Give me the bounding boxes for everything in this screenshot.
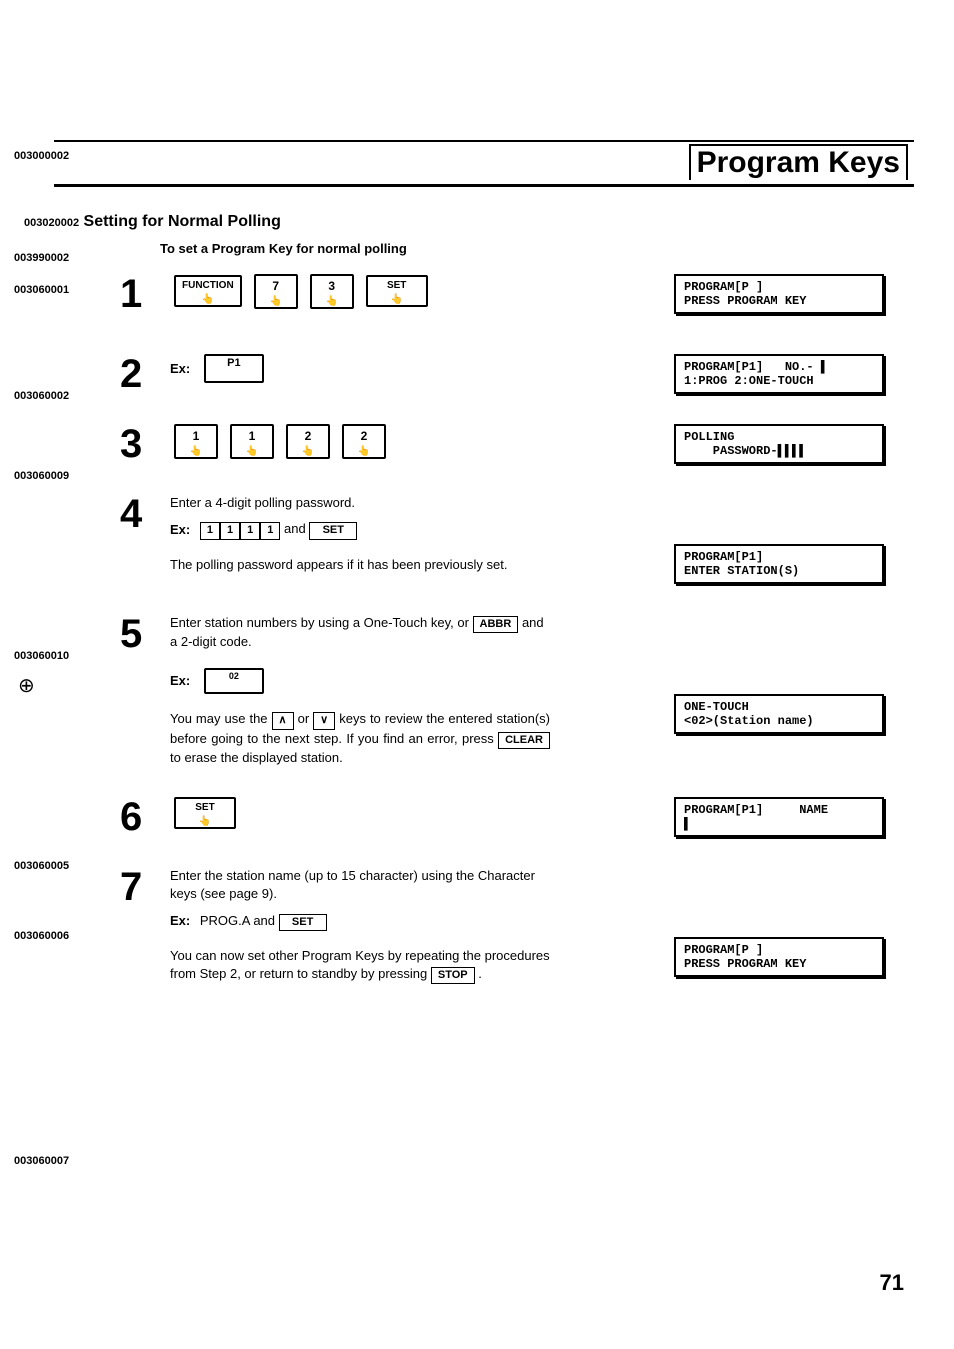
press-icon: 👆 bbox=[246, 447, 258, 457]
step-text: The polling password appears if it has b… bbox=[170, 556, 654, 574]
lcd-display: PROGRAM[P1] NAME ▌ bbox=[674, 797, 884, 837]
lcd-display: POLLING PASSWORD-▌▌▌▌ bbox=[674, 424, 884, 464]
step-text: Enter a 4-digit polling password. bbox=[170, 494, 654, 512]
page-title-frame: Program Keys bbox=[54, 140, 914, 187]
set-key: SET bbox=[279, 914, 327, 931]
step-number: 6 bbox=[120, 797, 170, 837]
step-7: 7 Enter the station name (up to 15 chara… bbox=[10, 867, 924, 984]
step-number: 5 bbox=[120, 614, 170, 654]
digit-key: 1👆 bbox=[230, 424, 274, 459]
press-icon: 👆 bbox=[358, 447, 370, 457]
lcd-display: PROGRAM[P ] PRESS PROGRAM KEY bbox=[674, 937, 884, 977]
section-heading: 003020002 Setting for Normal Polling bbox=[24, 213, 924, 231]
example-text: PROG.A and bbox=[200, 913, 279, 928]
abbr-key: ABBR bbox=[473, 616, 519, 633]
set-key: SET👆 bbox=[366, 275, 428, 307]
press-icon: 👆 bbox=[325, 297, 337, 307]
press-icon: 👆 bbox=[390, 295, 402, 305]
step-number: 4 bbox=[120, 494, 170, 534]
up-key: ∧ bbox=[272, 712, 294, 729]
lcd-display: ONE-TOUCH <02>(Station name) bbox=[674, 694, 884, 734]
page-title: Program Keys bbox=[689, 144, 908, 180]
margin-code: 003060009 bbox=[14, 470, 69, 482]
press-icon: 👆 bbox=[190, 447, 202, 457]
step-5: 5 Enter station numbers by using a One-T… bbox=[10, 614, 924, 767]
example-label: Ex: bbox=[170, 521, 190, 539]
subsection-title: To set a Program Key for normal polling bbox=[160, 241, 924, 256]
step-text: . bbox=[478, 966, 482, 981]
digit-key: 1 bbox=[220, 522, 240, 539]
step-number: 1 bbox=[120, 274, 170, 314]
example-label: Ex: bbox=[170, 672, 190, 690]
press-icon: 👆 bbox=[302, 447, 314, 457]
page-number: 71 bbox=[880, 1270, 904, 1296]
margin-code: 003990002 bbox=[14, 252, 69, 264]
step-text: to erase the displayed station. bbox=[170, 750, 343, 765]
step-text: Enter station numbers by using a One-Tou… bbox=[170, 615, 473, 630]
step-number: 3 bbox=[120, 424, 170, 464]
step-4: 4 Enter a 4-digit polling password. Ex: … bbox=[10, 494, 924, 584]
step-1: 1 FUNCTION👆 7👆 3👆 SET👆 PROGRAM[P ] PRESS… bbox=[10, 274, 924, 314]
digit-key: 2👆 bbox=[342, 424, 386, 459]
digit-key: 1 bbox=[240, 522, 260, 539]
step-text: You can now set other Program Keys by re… bbox=[170, 948, 550, 981]
digit-key: 1 bbox=[260, 522, 280, 539]
lcd-display: PROGRAM[P1] NO.- ▌ 1:PROG 2:ONE-TOUCH bbox=[674, 354, 884, 394]
example-label: Ex: bbox=[170, 912, 190, 930]
lcd-display: PROGRAM[P ] PRESS PROGRAM KEY bbox=[674, 274, 884, 314]
margin-code: 003060007 bbox=[14, 1155, 69, 1167]
set-key: SET bbox=[309, 522, 357, 539]
lcd-display: PROGRAM[P1] ENTER STATION(S) bbox=[674, 544, 884, 584]
press-icon: 👆 bbox=[269, 297, 281, 307]
digit-key: 1 bbox=[200, 522, 220, 539]
example-label: Ex: bbox=[170, 360, 190, 378]
down-key: ∨ bbox=[313, 712, 335, 729]
digit-key: 2👆 bbox=[286, 424, 330, 459]
set-key: SET👆 bbox=[174, 797, 236, 829]
step-text: or bbox=[298, 711, 314, 726]
step-2: 2 Ex: P1 PROGRAM[P1] NO.- ▌ 1:PROG 2:ONE… bbox=[10, 354, 924, 394]
onetouch-key: 02 bbox=[204, 668, 264, 695]
step-number: 2 bbox=[120, 354, 170, 394]
step-6: 6 SET👆 PROGRAM[P1] NAME ▌ bbox=[10, 797, 924, 837]
stop-key: STOP bbox=[431, 967, 475, 984]
press-icon: 👆 bbox=[199, 817, 211, 827]
margin-code: 003020002 bbox=[24, 217, 79, 229]
step-3: 3 1👆 1👆 2👆 2👆 POLLING PASSWORD-▌▌▌▌ bbox=[10, 424, 924, 464]
clear-key: CLEAR bbox=[498, 732, 550, 749]
step-number: 7 bbox=[120, 867, 170, 907]
step-text: Enter the station name (up to 15 charact… bbox=[170, 867, 550, 903]
and-text: and bbox=[284, 521, 309, 536]
digit-key: 7👆 bbox=[254, 274, 298, 309]
function-key: FUNCTION👆 bbox=[174, 275, 242, 307]
digit-key: 3👆 bbox=[310, 274, 354, 309]
step-text: You may use the bbox=[170, 711, 272, 726]
p1-key: P1 bbox=[204, 354, 264, 383]
digit-key: 1👆 bbox=[174, 424, 218, 459]
press-icon: 👆 bbox=[202, 295, 214, 305]
